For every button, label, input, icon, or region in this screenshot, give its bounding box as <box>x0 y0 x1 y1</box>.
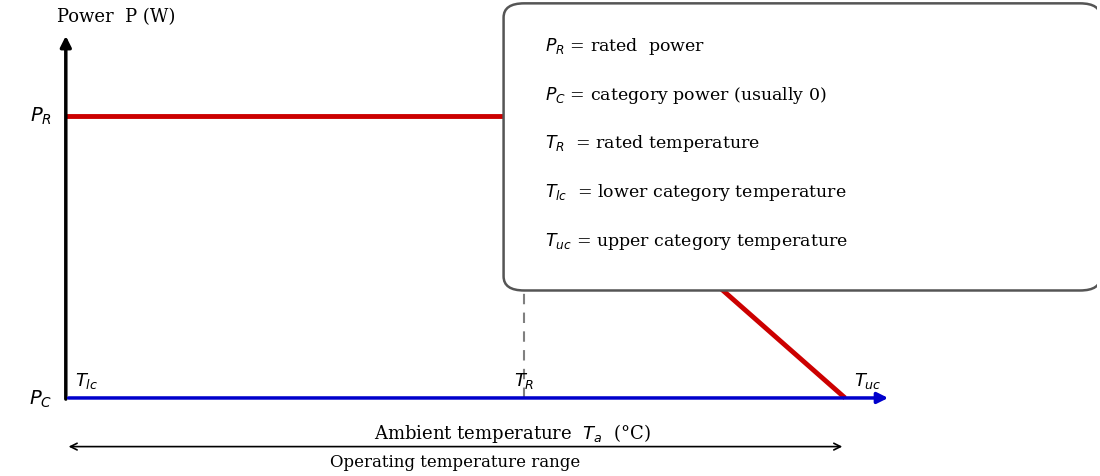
Text: $T_{uc}$ = upper category temperature: $T_{uc}$ = upper category temperature <box>544 231 848 252</box>
Text: $P_{C}$: $P_{C}$ <box>29 387 52 409</box>
Text: Ambient temperature  $T_{a}$  (°C): Ambient temperature $T_{a}$ (°C) <box>374 422 651 445</box>
Text: $T_{lc}$  = lower category temperature: $T_{lc}$ = lower category temperature <box>544 182 846 203</box>
Text: Operating temperature range: Operating temperature range <box>330 453 581 470</box>
Text: Power  P (W): Power P (W) <box>56 8 175 26</box>
Text: $T_{R}$  = rated temperature: $T_{R}$ = rated temperature <box>544 133 760 154</box>
Text: $T_{uc}$: $T_{uc}$ <box>855 370 882 390</box>
Text: $P_{R}$: $P_{R}$ <box>30 106 52 127</box>
Text: $P_{R}$ = rated  power: $P_{R}$ = rated power <box>544 36 705 57</box>
Text: $P_{C}$ = category power (usually 0): $P_{C}$ = category power (usually 0) <box>544 84 826 105</box>
FancyBboxPatch shape <box>504 4 1100 291</box>
Text: $T_{lc}$: $T_{lc}$ <box>75 370 98 390</box>
Text: $T_{R}$: $T_{R}$ <box>514 370 535 390</box>
